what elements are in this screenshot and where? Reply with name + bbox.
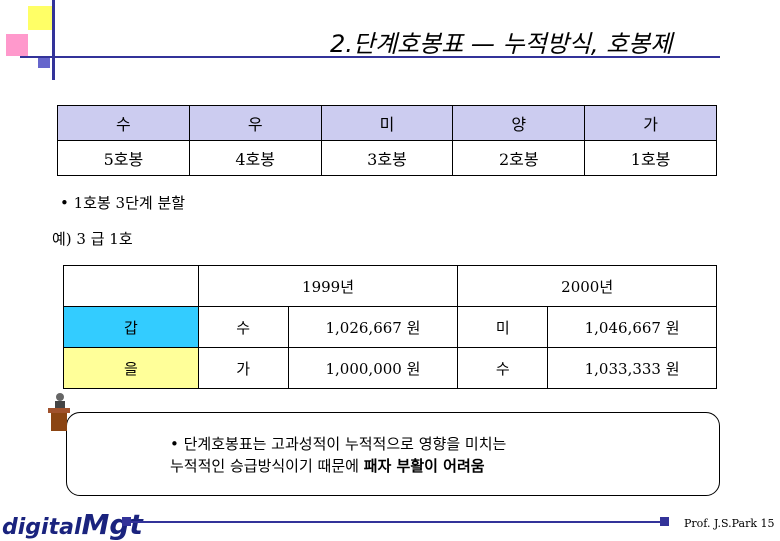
grade-1999-cell: 가 [197,347,289,389]
callout-emphasis: 패자 부활이 어려움 [363,457,485,475]
decor-square-yellow [28,6,52,30]
footer-credit: Prof. J.S.Park 15 [684,517,775,530]
grade-value-cell: 4호봉 [188,140,322,176]
pay-2000-cell: 1,046,667 원 [547,306,717,348]
page-number: 15 [760,517,775,530]
pay-2000-cell: 1,033,333 원 [547,347,717,389]
decor-square-pink [6,34,28,56]
callout-line-2-pre: 누적적인 승급방식이기 때문에 [170,457,364,475]
professor-name: Prof. J.S.Park [684,517,758,530]
digital-mgt-logo: digitalMgt [2,508,143,541]
grade-table: 수 우 미 양 가 5호봉 4호봉 3호봉 2호봉 1호봉 [57,105,717,176]
callout-text: • 단계호봉표는 고과성적이 누적적으로 영향을 미치는 누적적인 승급방식이기… [170,433,710,477]
title-underline [20,56,720,58]
logo-text-digital: digital [2,515,82,540]
grade-header-cell: 양 [452,105,586,141]
example-label: 예) 3 급 1호 [52,230,133,248]
callout-box [66,412,720,496]
pay-row-gap: 갑 수 1,026,667 원 미 1,046,667 원 [63,306,717,348]
callout-line-1: • 단계호봉표는 고과성적이 누적적으로 영향을 미치는 [170,435,507,453]
pay-header-row: 1999년 2000년 [63,265,717,307]
footer-line [130,521,660,523]
pay-row-eul: 을 가 1,000,000 원 수 1,033,333 원 [63,347,717,389]
pay-corner-cell [63,265,199,307]
pay-1999-cell: 1,026,667 원 [287,306,459,348]
pay-1999-cell: 1,000,000 원 [287,347,459,389]
decor-square-blue [38,56,50,68]
logo-text-mgt: Mgt [81,508,143,541]
grade-value-cell: 5호봉 [57,140,190,176]
grade-value-cell: 3호봉 [320,140,454,176]
decor-vertical-line [52,0,55,80]
employee-name-cell: 을 [63,347,199,389]
year-2000-header: 2000년 [457,265,717,307]
bullet-split: • 1호봉 3단계 분할 [60,194,186,212]
grade-header-cell: 수 [57,105,190,141]
callout-line-2: 누적적인 승급방식이기 때문에 패자 부활이 어려움 [170,455,710,477]
grade-value-cell: 2호봉 [452,140,586,176]
speaker-podium-icon [48,393,70,431]
grade-1999-cell: 수 [197,306,289,348]
slide-title: 2.단계호봉표 — 누적방식, 호봉제 [330,30,673,58]
grade-header-row: 수 우 미 양 가 [57,105,717,141]
grade-value-row: 5호봉 4호봉 3호봉 2호봉 1호봉 [57,140,717,176]
grade-2000-cell: 수 [457,347,549,389]
year-1999-header: 1999년 [197,265,459,307]
grade-header-cell: 미 [320,105,454,141]
grade-2000-cell: 미 [457,306,549,348]
employee-name-cell: 갑 [63,306,199,348]
footer-square-right [660,517,669,526]
grade-value-cell: 1호봉 [584,140,717,176]
grade-header-cell: 우 [188,105,322,141]
pay-table: 1999년 2000년 갑 수 1,026,667 원 미 1,046,667 … [63,265,717,389]
grade-header-cell: 가 [584,105,717,141]
footer-square-left [122,517,131,526]
